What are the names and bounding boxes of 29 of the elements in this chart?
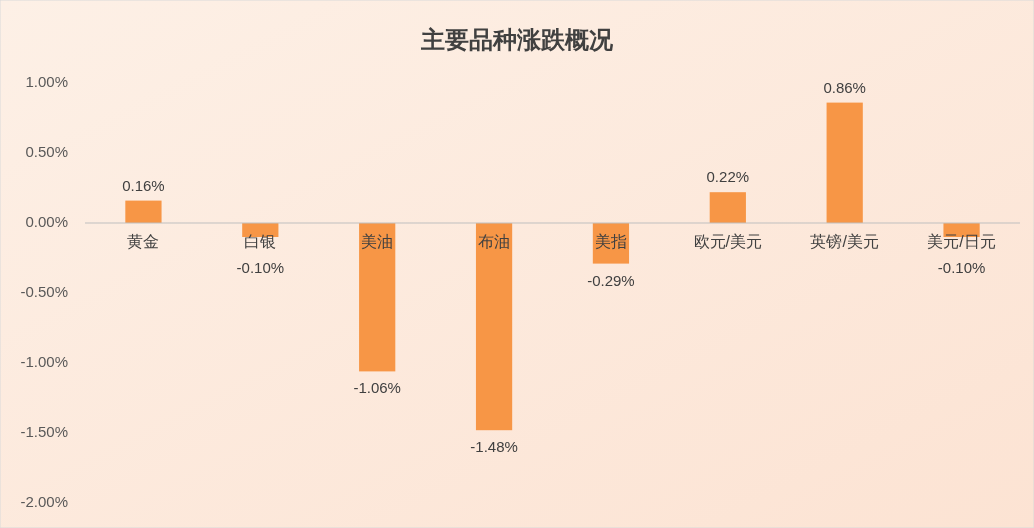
y-tick-label: -0.50% — [20, 282, 68, 300]
y-tick-label: -2.00% — [20, 492, 68, 510]
y-tick-label: 1.00% — [25, 72, 68, 90]
y-tick-label: 0.50% — [25, 142, 68, 160]
x-tick-label: 美元/日元 — [927, 233, 996, 250]
x-tick-label: 布油 — [478, 233, 511, 250]
data-label: -1.48% — [470, 438, 518, 456]
chart-title: 主要品种涨跌概况 — [420, 26, 614, 53]
data-label: 0.16% — [122, 176, 165, 194]
x-tick-label: 欧元/美元 — [693, 233, 763, 250]
y-tick-label: -1.50% — [20, 422, 68, 440]
data-label: -0.29% — [587, 271, 635, 289]
bar — [359, 223, 396, 372]
data-label: 0.86% — [823, 78, 866, 96]
data-label: -1.06% — [353, 379, 401, 397]
x-tick-label: 英镑/美元 — [810, 233, 879, 250]
data-label: 0.22% — [706, 168, 750, 186]
x-tick-label: 黄金 — [127, 233, 160, 250]
y-tick-label: 0.00% — [25, 212, 68, 230]
bar — [826, 102, 863, 223]
bar — [125, 200, 162, 223]
x-tick-label: 白银 — [244, 233, 277, 250]
data-label: -0.10% — [937, 259, 986, 276]
x-tick-label: 美油 — [361, 233, 394, 250]
y-tick-label: -1.00% — [20, 352, 68, 370]
bar — [475, 223, 513, 431]
data-label: -0.10% — [236, 259, 285, 276]
bar — [709, 192, 746, 223]
x-tick-label: 美指 — [594, 233, 627, 250]
